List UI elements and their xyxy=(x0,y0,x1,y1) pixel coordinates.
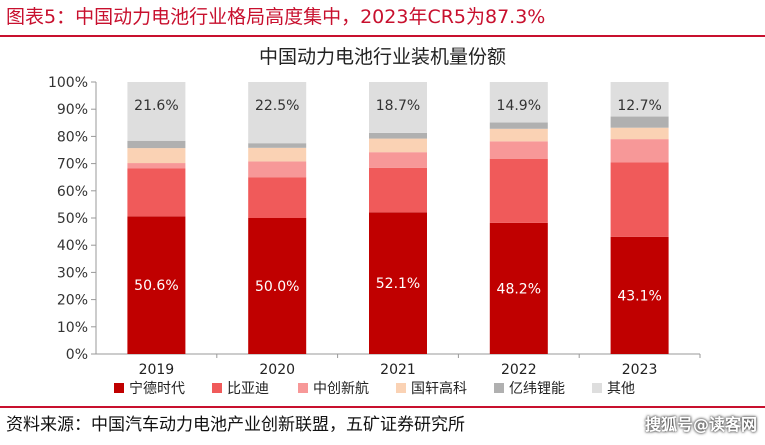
y-tick-label: 10% xyxy=(57,320,88,336)
bar-segment xyxy=(369,82,427,133)
bar-segment xyxy=(248,147,307,162)
y-tick-label: 80% xyxy=(57,129,88,145)
data-label: 12.7% xyxy=(617,98,661,114)
y-tick-label: 40% xyxy=(57,238,88,254)
bar-segment xyxy=(248,82,307,144)
legend-label: 其他 xyxy=(607,381,635,397)
bar-segment xyxy=(369,212,427,354)
y-tick-label: 30% xyxy=(57,265,88,281)
data-label: 48.2% xyxy=(497,281,541,297)
x-tick-label: 2019 xyxy=(139,362,175,378)
y-tick-label: 90% xyxy=(57,102,88,118)
bar-segment xyxy=(369,138,427,153)
data-label: 21.6% xyxy=(134,98,178,114)
footer-rule xyxy=(0,406,765,408)
bar-segment xyxy=(369,132,427,139)
data-label: 50.0% xyxy=(255,279,299,295)
legend-label: 国轩高科 xyxy=(411,380,467,397)
header-title: 图表5：中国动力电池行业格局高度集中，2023年CR5为87.3% xyxy=(6,6,546,28)
bar-segment xyxy=(127,216,186,354)
y-tick-label: 50% xyxy=(57,211,88,227)
data-label: 14.9% xyxy=(497,98,541,114)
chart-title: 中国动力电池行业装机量份额 xyxy=(258,46,506,68)
bar-segment xyxy=(610,116,669,128)
legend-swatch xyxy=(494,383,504,393)
bar-segment xyxy=(127,148,186,164)
bar-segment xyxy=(248,218,307,354)
bar-segment xyxy=(248,161,307,178)
y-tick-label: 100% xyxy=(48,75,88,91)
legend-label: 比亚迪 xyxy=(227,381,269,397)
bar-segment xyxy=(489,82,548,123)
bar-segment xyxy=(489,141,548,159)
bar-segment xyxy=(489,128,548,142)
bar-segment xyxy=(127,140,186,149)
bar-segment xyxy=(610,82,669,117)
bar-segment xyxy=(248,143,307,148)
x-tick-label: 2020 xyxy=(259,362,295,378)
bar-segment xyxy=(610,127,669,140)
data-label: 43.1% xyxy=(617,288,661,304)
legend-swatch xyxy=(396,383,406,393)
bar-segment xyxy=(610,236,669,354)
bar-segment xyxy=(610,162,669,237)
legend-label: 宁德时代 xyxy=(129,380,185,397)
y-tick-label: 60% xyxy=(57,184,88,200)
bar-segment xyxy=(489,158,548,223)
y-tick-label: 0% xyxy=(66,347,88,363)
legend-swatch xyxy=(114,383,124,393)
x-tick-label: 2021 xyxy=(380,362,416,378)
bar-segment xyxy=(610,139,669,163)
stacked-bar-chart: 0% 10% 20% 30% 40% 50% 60% 70% 80% 90% 100% 50.6% 21… xyxy=(48,75,701,397)
legend-label: 亿纬锂能 xyxy=(509,381,565,397)
footer-source: 资料来源：中国汽车动力电池产业创新联盟，五矿证券研究所 xyxy=(6,415,465,435)
legend-swatch xyxy=(212,383,222,393)
x-tick-label: 2022 xyxy=(501,362,537,378)
bar-segment xyxy=(127,163,186,169)
x-tick-label: 2023 xyxy=(622,362,658,378)
bar-segment xyxy=(369,167,427,213)
bar-segment xyxy=(127,168,186,217)
data-label: 18.7% xyxy=(376,98,420,114)
bar-segment xyxy=(127,82,186,141)
data-label: 52.1% xyxy=(376,276,420,292)
legend-swatch xyxy=(298,383,308,393)
bar-segment xyxy=(489,122,548,129)
header-rule xyxy=(0,35,765,37)
data-label: 50.6% xyxy=(134,278,178,294)
legend-label: 中创新航 xyxy=(313,381,369,397)
bar-segment xyxy=(248,177,307,218)
bar-segment xyxy=(489,222,548,354)
y-tick-label: 20% xyxy=(57,293,88,309)
bar-segment xyxy=(369,152,427,168)
data-label: 22.5% xyxy=(255,98,299,114)
y-tick-label: 70% xyxy=(57,157,88,173)
watermark: 搜狐号@读客网 xyxy=(644,415,757,434)
legend-swatch xyxy=(592,383,602,393)
